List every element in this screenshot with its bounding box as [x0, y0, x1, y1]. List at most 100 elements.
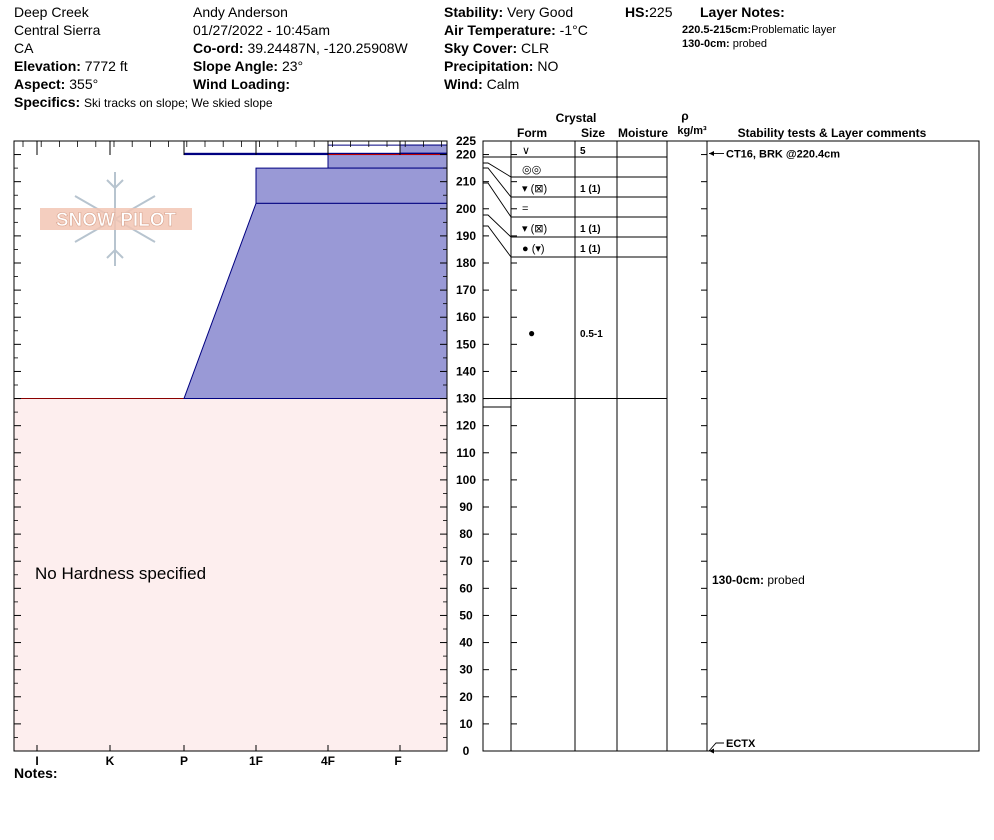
test-arrowhead — [709, 150, 714, 156]
depth-tick-label: 160 — [456, 310, 476, 324]
layer-connector — [483, 182, 512, 218]
layer-note: 220.5-215cm:Problematic layer — [682, 23, 836, 37]
test-pointer — [708, 742, 724, 752]
sky-label: Sky Cover: — [444, 40, 518, 56]
location: Deep Creek — [14, 4, 89, 20]
air-temp-label: Air Temperature: — [444, 22, 556, 38]
wind-loading-label: Wind Loading: — [193, 76, 291, 92]
hardness-axis-label: 1F — [249, 754, 263, 768]
hardness-layer — [327, 154, 448, 169]
hs-value: 225 — [649, 4, 673, 20]
rho-header: ρ — [681, 109, 688, 123]
precip-label: Precipitation: — [444, 58, 534, 74]
depth-tick-label: 170 — [456, 283, 476, 297]
coord-label: Co-ord: — [193, 40, 244, 56]
snowpilot-logo: SNOW PILOT — [40, 172, 192, 266]
layer-note: 130-0cm: probed — [682, 37, 836, 51]
depth-tick-label: 100 — [456, 473, 476, 487]
grain-form: = — [522, 203, 528, 215]
layer-connector — [483, 167, 512, 198]
notes-label: Notes: — [14, 765, 58, 781]
layer-note-range: 130-0cm: — [682, 38, 730, 50]
precip-value: NO — [537, 58, 559, 74]
layer-comment-text: probed — [767, 573, 804, 587]
depth-tick-label: 120 — [456, 419, 476, 433]
elevation-value: 7772 ft — [84, 58, 128, 74]
grain-form: ▾ (⊠) — [522, 183, 547, 195]
layer-connector — [483, 225, 512, 258]
grain-form: ● (▾) — [522, 243, 545, 255]
comments-header: Stability tests & Layer comments — [738, 126, 927, 140]
layer-note-range: 220.5-215cm: — [682, 24, 752, 36]
layer-note-text: Problematic layer — [751, 24, 837, 36]
coord-value: 39.24487N, -120.25908W — [247, 40, 408, 56]
layer-note-text: probed — [732, 38, 768, 50]
depth-tick-label: 180 — [456, 256, 476, 270]
hardness-axis: I K P 1F 4F F — [35, 754, 401, 768]
logo-text: SNOW PILOT — [56, 210, 177, 231]
hardness-axis-label: P — [180, 754, 188, 768]
slope-value: 23° — [281, 58, 304, 74]
grain-frame — [482, 140, 980, 752]
depth-tick-label: 200 — [456, 202, 476, 216]
moisture-header: Moisture — [618, 126, 668, 140]
layer-comment: 130-0cm: probed — [712, 573, 805, 587]
no-hardness-text: No Hardness specified — [35, 564, 206, 583]
observer: Andy Anderson — [193, 4, 288, 20]
wind-value: Calm — [486, 76, 520, 92]
grain-form: ● — [528, 326, 535, 340]
depth-tick-label: 10 — [459, 717, 473, 731]
depth-tick-label: 220 — [456, 148, 476, 162]
state: CA — [14, 40, 34, 56]
hardness-layer — [183, 202, 448, 400]
depth-tick-label: 60 — [459, 581, 473, 595]
elevation-label: Elevation: — [14, 58, 81, 74]
sky-value: CLR — [521, 40, 550, 56]
grain-form: ▾ (⊠) — [522, 223, 547, 235]
depth-tick-label: 130 — [456, 392, 476, 406]
depth-tick-label: 90 — [459, 500, 473, 514]
stability-value: Very Good — [507, 4, 574, 20]
grain-table: ∨ 5 ◎◎ ▾ (⊠) 1 (1) = ▾ (⊠) 1 (1) ● (▾) 1 (1) ● 0.5-… — [483, 145, 667, 408]
stability-tests: CT16, BRK @220.4cm ECTX 130-0cm: probed — [708, 148, 840, 754]
depth-tick-label: 30 — [459, 663, 473, 677]
depth-tick-label: 110 — [456, 446, 476, 460]
stability-test-label: CT16, BRK @220.4cm — [726, 148, 840, 160]
specifics-value: Ski tracks on slope; We skied slope — [84, 96, 273, 110]
hardness-axis-label: F — [394, 754, 401, 768]
layer-comment-range: 130-0cm: — [712, 573, 767, 587]
stability-test-label: ECTX — [726, 738, 756, 750]
depth-tick-label: 150 — [456, 337, 476, 351]
depth-tick-label: 190 — [456, 229, 476, 243]
hardness-layers — [14, 144, 448, 751]
range: Central Sierra — [14, 22, 101, 38]
hardness-frame — [13, 140, 448, 752]
hardness-layer — [255, 167, 448, 204]
stability-label: Stability: — [444, 4, 504, 20]
grain-form: ◎◎ — [522, 164, 541, 176]
datetime: 01/27/2022 - 10:45am — [193, 22, 330, 38]
size-header: Size — [581, 126, 605, 140]
hs-label: HS: — [625, 4, 650, 20]
grain-form: ∨ — [522, 145, 530, 157]
depth-axis: 0 10 20 30 40 50 60 70 80 90 100 110 120 130 140 150 160… — [14, 134, 707, 758]
depth-tick-label: 140 — [456, 364, 476, 378]
specifics-label: Specifics: — [14, 94, 81, 110]
layer-connector — [483, 214, 512, 238]
grain-size: 1 (1) — [580, 244, 601, 255]
slope-label: Slope Angle: — [193, 58, 279, 74]
grain-size: 1 (1) — [580, 184, 601, 195]
hardness-axis-label: 4F — [321, 754, 335, 768]
density-unit-header: kg/m³ — [677, 125, 707, 137]
air-temp-value: -1°C — [559, 22, 588, 38]
depth-tick-label: 225 — [456, 134, 476, 148]
aspect-value: 355° — [69, 76, 99, 92]
aspect-label: Aspect: — [14, 76, 66, 92]
depth-tick-label: 70 — [459, 554, 473, 568]
layer-notes-label: Layer Notes: — [700, 4, 785, 20]
wind-label: Wind: — [444, 76, 483, 92]
depth-tick-label: 50 — [459, 608, 473, 622]
hardness-axis-label: K — [106, 754, 115, 768]
grain-size: 0.5-1 — [580, 329, 603, 340]
